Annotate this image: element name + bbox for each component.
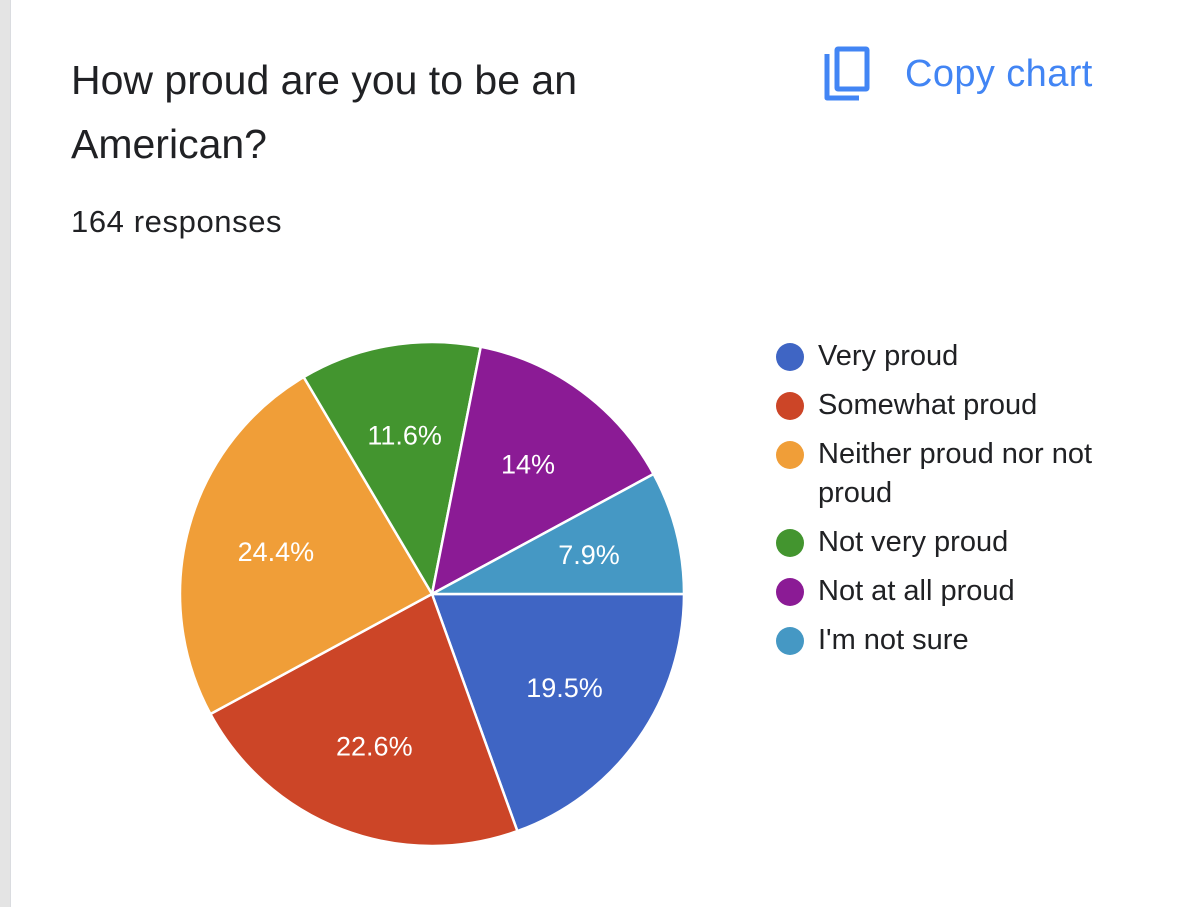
legend-item: Neither proud nor not proud — [776, 435, 1106, 513]
slice-label: 24.4% — [238, 537, 315, 567]
copy-chart-label: Copy chart — [905, 52, 1093, 95]
legend-item: Somewhat proud — [776, 386, 1106, 425]
pie-slice — [430, 592, 686, 833]
pie-slice — [430, 472, 686, 596]
pie-slice — [302, 340, 483, 596]
slice-label: 22.6% — [336, 731, 413, 761]
pie-slice — [178, 375, 434, 716]
legend-label: Neither proud nor not proud — [818, 438, 1093, 509]
legend-label: Not at all proud — [818, 575, 1015, 607]
legend-swatch — [776, 627, 804, 655]
legend-label: I'm not sure — [818, 624, 969, 656]
legend-item: I'm not sure — [776, 621, 1106, 660]
slice-label: 7.9% — [558, 540, 620, 570]
legend-swatch — [776, 392, 804, 420]
chart-legend: Very proud Somewhat proud Neither proud … — [776, 337, 1106, 670]
copy-icon — [823, 46, 871, 102]
pie-slice — [430, 345, 655, 596]
copy-chart-button[interactable]: Copy chart — [823, 42, 1093, 106]
slice-label: 11.6% — [367, 420, 442, 450]
legend-label: Not very proud — [818, 526, 1009, 558]
legend-swatch — [776, 441, 804, 469]
pie-slice — [209, 592, 519, 848]
legend-item: Very proud — [776, 337, 1106, 376]
legend-swatch — [776, 529, 804, 557]
legend-swatch — [776, 343, 804, 371]
legend-swatch — [776, 578, 804, 606]
slice-label: 19.5% — [526, 673, 603, 703]
response-count: 164 responses — [71, 204, 283, 239]
slice-label: 14% — [501, 450, 555, 480]
legend-item: Not very proud — [776, 523, 1106, 562]
legend-label: Somewhat proud — [818, 389, 1038, 421]
question-title: How proud are you to be an American? — [71, 57, 577, 167]
legend-item: Not at all proud — [776, 572, 1106, 611]
legend-label: Very proud — [818, 340, 959, 372]
